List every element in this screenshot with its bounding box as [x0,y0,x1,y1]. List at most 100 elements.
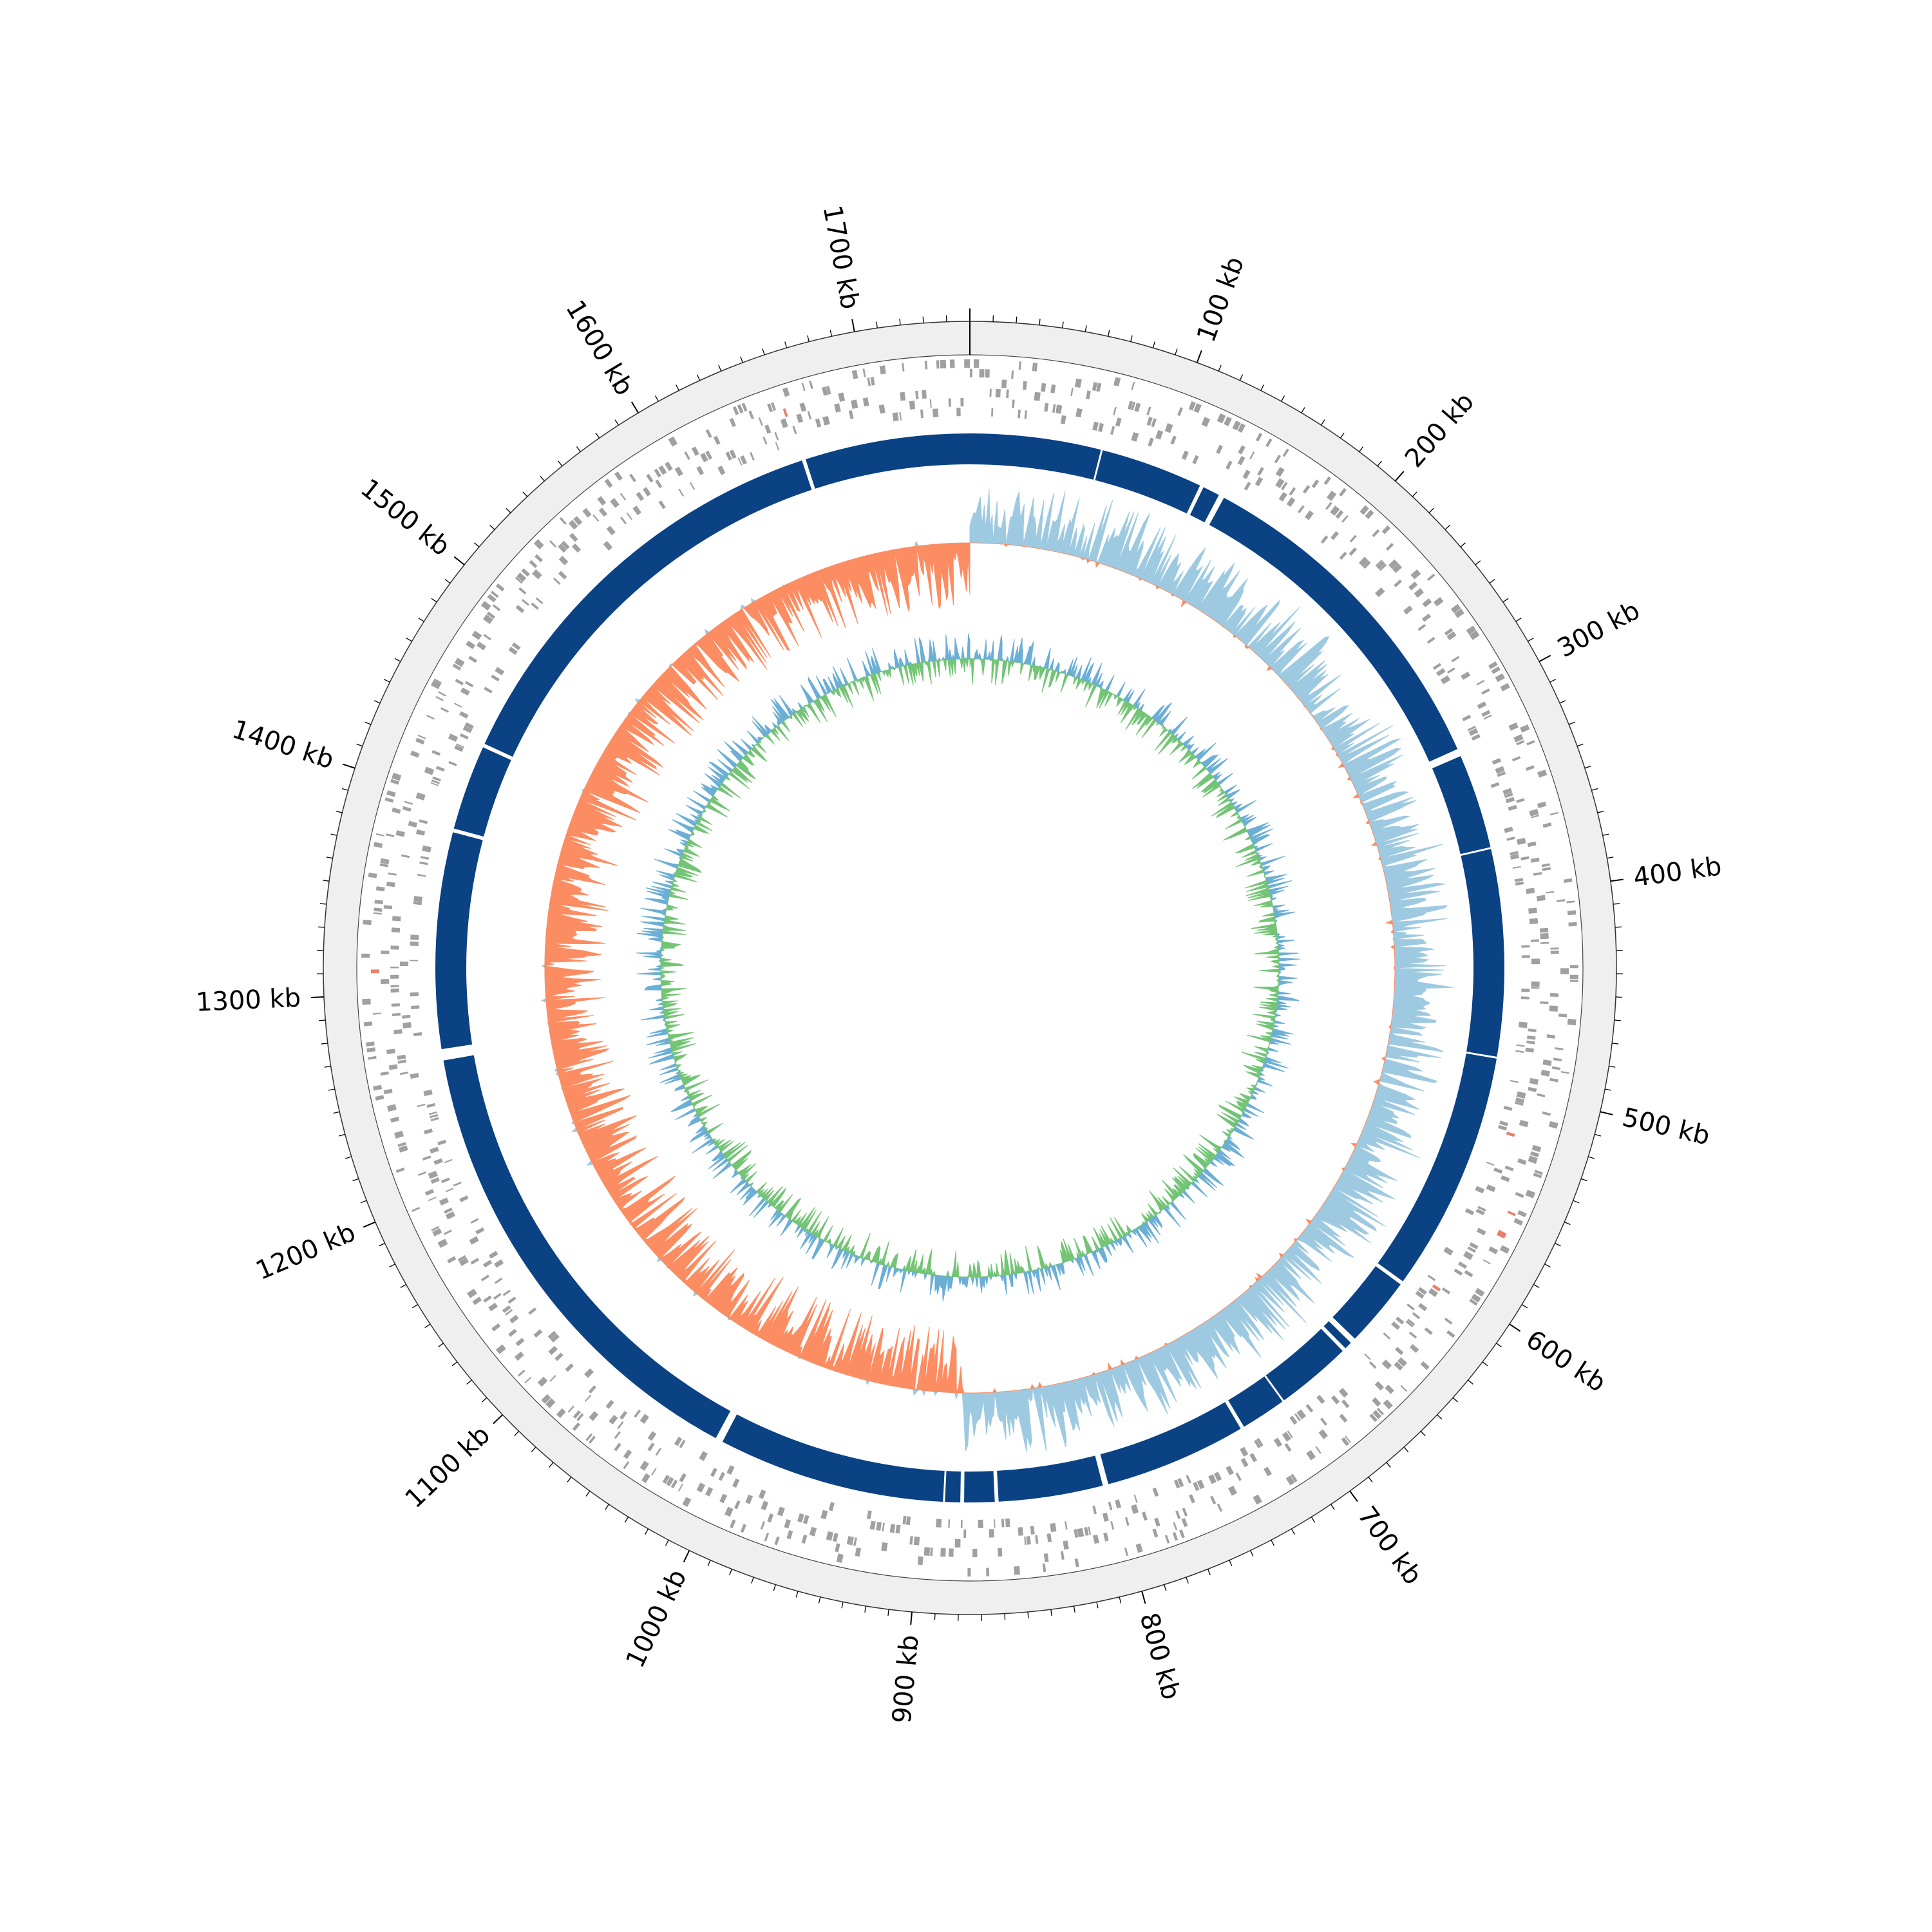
cds-feature [1012,399,1015,408]
cds-feature [1074,1558,1079,1567]
cds-feature [924,361,928,370]
minor-tick [696,374,701,381]
cds-feature [848,410,854,419]
cds-feature [1397,1357,1408,1367]
minor-tick [751,1577,754,1584]
minor-tick [558,460,563,467]
cds-feature [1041,383,1046,392]
cds-feature [745,1494,753,1504]
cds-feature [1287,1430,1293,1439]
cds-feature [487,594,497,603]
cds-feature [1408,582,1418,591]
cds-feature [558,571,567,580]
cds-feature [634,1409,641,1418]
cds-feature [402,806,412,812]
cds-feature [646,473,654,483]
major-tick [1539,654,1551,663]
minor-tick [412,1304,419,1309]
contig-segment [964,1471,995,1502]
cds-feature [1533,872,1542,876]
cds-feature [936,1519,942,1528]
cds-feature [796,413,804,423]
minor-tick [1239,374,1244,381]
tick-label: 600 kb [1520,1325,1611,1398]
cds-feature [1060,1551,1065,1560]
minor-tick [1377,460,1382,467]
cds-feature [1368,1361,1377,1369]
cds-feature [748,410,754,419]
minor-tick [321,1043,328,1045]
cds-feature [1030,1526,1035,1535]
cds-feature [734,1500,741,1510]
cds-feature [1226,460,1233,470]
minor-tick [773,1584,776,1591]
cds-feature [1467,725,1476,732]
cds-feature [1461,671,1471,680]
minor-tick [605,1504,609,1510]
cds-feature [1531,958,1540,965]
cds-feature [1365,509,1374,520]
cds-feature [956,408,961,417]
minor-tick [400,1283,406,1289]
minor-tick [576,446,581,452]
cds-feature [623,1461,630,1470]
cds-feature [617,1421,624,1429]
cds-feature [392,916,401,922]
cds-feature [1164,423,1173,433]
cds-feature [1475,1287,1485,1297]
minor-tick [654,395,659,402]
cds-feature [475,1227,485,1235]
cds-feature [440,1177,450,1184]
cds-feature [1520,996,1530,999]
cds-feature [815,418,822,428]
cds-feature [775,442,780,451]
cds-feature [1155,430,1164,440]
cds-feature [1146,406,1151,415]
minor-tick [466,1379,472,1385]
cds-feature [991,408,994,417]
cds-feature [1372,529,1380,538]
cds-feature [390,967,399,969]
cds-feature [1446,631,1457,641]
cds-feature [1408,1331,1417,1339]
cds-feature [1338,1388,1349,1398]
contig-segment [1432,756,1491,855]
cds-feature [1022,381,1027,390]
cds-feature [1446,1330,1455,1338]
cds-feature [422,1155,431,1161]
minor-tick [1311,1517,1316,1523]
minor-tick [330,833,337,836]
cds-feature [866,1510,872,1520]
minor-tick [418,618,424,622]
cds-feature [1044,402,1049,412]
cds-feature [1510,1079,1519,1083]
cds-feature [524,1376,532,1384]
minor-tick [365,721,372,725]
cds-feature [892,412,899,422]
cds-feature [1226,1465,1234,1475]
cds-feature [390,1117,400,1123]
cds-feature [767,403,773,413]
cds-feature [1240,1446,1249,1457]
cds-feature [1275,467,1285,477]
minor-tick [818,1596,821,1604]
cds-feature [567,1405,574,1413]
cds-feature [1133,1494,1138,1503]
cds-feature [379,863,389,867]
contig-segment [722,1414,945,1502]
cds-feature [1375,560,1383,567]
tick-label: 1200 kb [252,1218,360,1286]
contig-segment [1461,849,1504,1057]
cds-feature [636,491,645,502]
cds-feature [470,1218,479,1224]
major-tick [1141,1591,1146,1604]
cds-feature [1422,613,1432,622]
cds-feature [1385,1385,1395,1394]
minor-tick [1175,348,1178,355]
cds-feature [431,779,440,784]
cds-feature [455,679,464,686]
cds-feature [764,1533,770,1542]
cds-feature [1477,1206,1486,1212]
cds-feature [1388,559,1399,569]
cds-feature [417,1171,427,1177]
